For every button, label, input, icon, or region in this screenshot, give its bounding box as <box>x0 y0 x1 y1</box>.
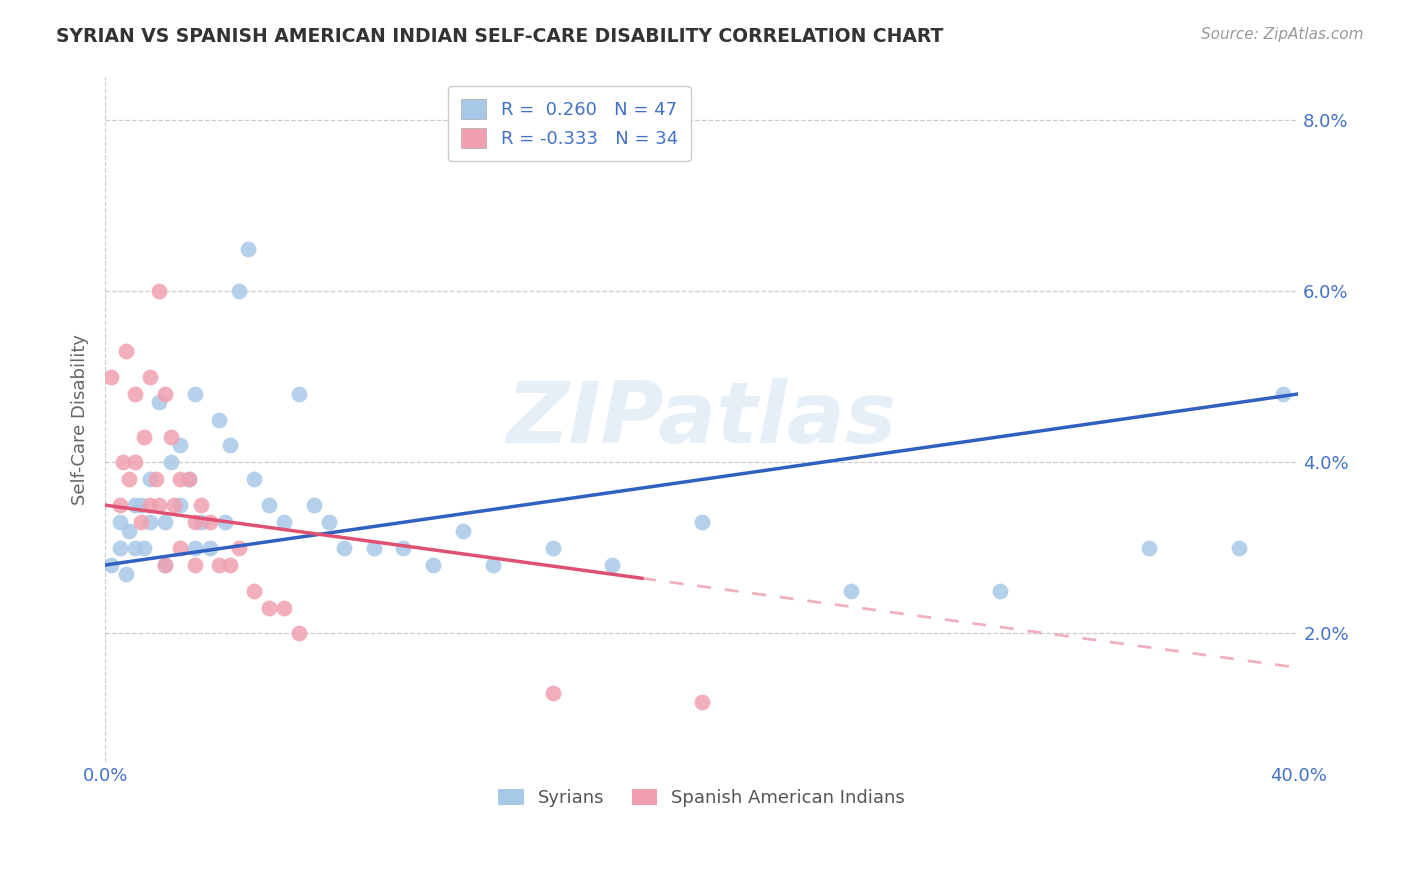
Point <box>363 541 385 555</box>
Point <box>288 387 311 401</box>
Point <box>160 455 183 469</box>
Point <box>145 473 167 487</box>
Point <box>139 473 162 487</box>
Point <box>108 498 131 512</box>
Point <box>288 626 311 640</box>
Point <box>100 558 122 572</box>
Point <box>1137 541 1160 555</box>
Y-axis label: Self-Care Disability: Self-Care Disability <box>72 334 89 505</box>
Point <box>163 498 186 512</box>
Point <box>190 515 212 529</box>
Point <box>139 515 162 529</box>
Point <box>100 369 122 384</box>
Point <box>243 583 266 598</box>
Point <box>541 541 564 555</box>
Legend: Syrians, Spanish American Indians: Syrians, Spanish American Indians <box>491 781 912 814</box>
Point <box>392 541 415 555</box>
Point <box>132 430 155 444</box>
Point <box>139 498 162 512</box>
Point <box>177 473 200 487</box>
Point <box>183 541 205 555</box>
Point <box>988 583 1011 598</box>
Point <box>273 515 295 529</box>
Point <box>153 387 176 401</box>
Point <box>160 430 183 444</box>
Point <box>183 387 205 401</box>
Point <box>451 524 474 538</box>
Point <box>690 515 713 529</box>
Point <box>177 473 200 487</box>
Point <box>243 473 266 487</box>
Point <box>228 285 250 299</box>
Point <box>198 541 221 555</box>
Point <box>259 600 281 615</box>
Point <box>148 285 170 299</box>
Point <box>238 242 260 256</box>
Point <box>124 387 146 401</box>
Text: SYRIAN VS SPANISH AMERICAN INDIAN SELF-CARE DISABILITY CORRELATION CHART: SYRIAN VS SPANISH AMERICAN INDIAN SELF-C… <box>56 27 943 45</box>
Text: Source: ZipAtlas.com: Source: ZipAtlas.com <box>1201 27 1364 42</box>
Point <box>169 541 191 555</box>
Point <box>183 515 205 529</box>
Point <box>108 515 131 529</box>
Point <box>169 498 191 512</box>
Point <box>1272 387 1295 401</box>
Point <box>198 515 221 529</box>
Point <box>139 369 162 384</box>
Point <box>228 541 250 555</box>
Point <box>302 498 325 512</box>
Point <box>1227 541 1250 555</box>
Point <box>273 600 295 615</box>
Point <box>183 558 205 572</box>
Point <box>153 558 176 572</box>
Point <box>318 515 340 529</box>
Point <box>115 344 138 359</box>
Point <box>541 686 564 700</box>
Point <box>169 438 191 452</box>
Point <box>124 455 146 469</box>
Point <box>839 583 862 598</box>
Point <box>148 395 170 409</box>
Point <box>169 473 191 487</box>
Point <box>207 558 229 572</box>
Point <box>124 498 146 512</box>
Point <box>148 498 170 512</box>
Point <box>482 558 505 572</box>
Point <box>153 515 176 529</box>
Point <box>259 498 281 512</box>
Point <box>118 473 141 487</box>
Point <box>112 455 135 469</box>
Point <box>115 566 138 581</box>
Point <box>333 541 356 555</box>
Point <box>129 515 152 529</box>
Point <box>207 412 229 426</box>
Point <box>190 498 212 512</box>
Point <box>690 695 713 709</box>
Point <box>219 438 242 452</box>
Point <box>422 558 444 572</box>
Text: ZIPatlas: ZIPatlas <box>506 378 897 461</box>
Point <box>118 524 141 538</box>
Point <box>600 558 623 572</box>
Point <box>108 541 131 555</box>
Point <box>214 515 236 529</box>
Point <box>153 558 176 572</box>
Point <box>129 498 152 512</box>
Point <box>132 541 155 555</box>
Point <box>124 541 146 555</box>
Point <box>219 558 242 572</box>
